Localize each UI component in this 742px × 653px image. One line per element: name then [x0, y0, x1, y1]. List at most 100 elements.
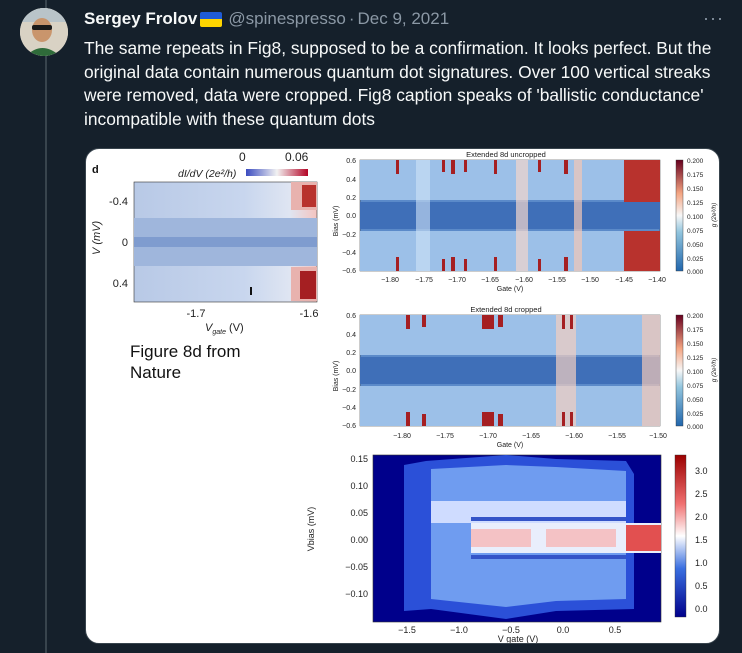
uncropped-colorbar — [675, 159, 684, 272]
separator-dot: · — [348, 9, 355, 28]
wide-cbar-tick: 0.5 — [695, 581, 708, 591]
avatar-image — [20, 8, 68, 56]
uncropped-cbar-tick: 0.025 — [687, 256, 704, 263]
cropped-xtick: −1.55 — [608, 433, 626, 440]
cropped-cbar-tick: 0.175 — [687, 327, 704, 334]
wide-colorbar — [674, 454, 687, 618]
wide-panel: Vbias (mV) 0.15 0.10 0.05 0.00 −0.05 −0.… — [306, 454, 708, 644]
cropped-colorbar — [675, 314, 684, 427]
cropped-xtick: −1.50 — [649, 433, 667, 440]
wide-xlabel: V gate (V) — [498, 634, 539, 644]
uncropped-xtick: −1.60 — [515, 277, 533, 284]
uncropped-cbar-tick: 0.100 — [687, 214, 704, 221]
cropped-cbar-tick: 0.050 — [687, 397, 704, 404]
uncropped-ytick: −0.2 — [342, 232, 356, 239]
cropped-xlabel: Gate (V) — [497, 442, 523, 449]
uncropped-xtick: −1.50 — [581, 277, 599, 284]
cropped-xtick: −1.80 — [393, 433, 411, 440]
cropped-ytick: −0.2 — [342, 387, 356, 394]
more-options-icon[interactable]: ··· — [703, 8, 724, 28]
wide-ytick: 0.15 — [350, 454, 368, 464]
wide-xtick: −0.5 — [502, 625, 520, 635]
uncropped-ytick: 0.6 — [346, 158, 356, 165]
nature-ytick: -0.4 — [109, 196, 128, 208]
wide-xtick: −1.0 — [450, 625, 468, 635]
wide-cbar-tick: 2.0 — [695, 512, 708, 522]
cropped-cbar-tick: 0.000 — [687, 424, 704, 431]
wide-xtick: 0.5 — [609, 625, 622, 635]
cropped-ylabel: Bias (mV) — [333, 361, 340, 392]
nature-xlabel-unit: (V) — [226, 322, 244, 334]
nature-xtick: -1.7 — [187, 308, 206, 320]
nature-cbar-min: 0 — [239, 150, 246, 164]
uncropped-ytick: −0.4 — [342, 250, 356, 257]
cropped-ytick: 0.6 — [346, 313, 356, 320]
tweet-media-image[interactable]: d 0 0.06 dI/dV (2e²/h) V (mV) -0.4 0 0.4… — [85, 148, 720, 644]
nature-ytick: 0 — [122, 237, 128, 249]
uncropped-cbar-tick: 0.000 — [687, 269, 704, 276]
cropped-xtick: −1.75 — [436, 433, 454, 440]
author-handle[interactable]: @spinespresso — [228, 9, 346, 28]
uncropped-ytick: −0.6 — [342, 268, 356, 275]
ukraine-flag-icon — [200, 11, 223, 27]
uncropped-xtick: −1.40 — [648, 277, 666, 284]
uncropped-title: Extended 8d uncropped — [466, 150, 546, 159]
nature-xlabel: V — [205, 322, 214, 334]
uncropped-xtick: −1.70 — [448, 277, 466, 284]
wide-ytick: −0.10 — [345, 589, 368, 599]
nature-ylabel: V (mV) — [91, 220, 103, 255]
uncropped-xtick: −1.80 — [381, 277, 399, 284]
cropped-cbar-tick: 0.125 — [687, 355, 704, 362]
nature-cbar-max: 0.06 — [285, 150, 309, 164]
cropped-cbar-tick: 0.200 — [687, 313, 704, 320]
uncropped-cbar-label: g (2e²/h) — [711, 203, 718, 228]
cropped-cbar-tick: 0.025 — [687, 411, 704, 418]
cropped-panel: Extended 8d cropped Bias (mV) 0.6 0.4 0.… — [333, 305, 718, 449]
wide-xtick: 0.0 — [557, 625, 570, 635]
uncropped-xtick: −1.55 — [548, 277, 566, 284]
wide-ylabel: Vbias (mV) — [306, 507, 316, 552]
cropped-ytick: −0.6 — [342, 423, 356, 430]
nature-panel: d 0 0.06 dI/dV (2e²/h) V (mV) -0.4 0 0.4… — [91, 150, 318, 336]
tweet-header: Sergey Frolov @spinespresso · Dec 9, 202… — [84, 8, 724, 30]
uncropped-cbar-tick: 0.125 — [687, 200, 704, 207]
uncropped-cbar-tick: 0.200 — [687, 158, 704, 165]
wide-xtick: −1.5 — [398, 625, 416, 635]
nature-xtick: -1.6 — [300, 308, 319, 320]
panel-letter: d — [92, 164, 99, 176]
uncropped-ytick: 0.4 — [346, 177, 356, 184]
wide-cbar-tick: 3.0 — [695, 466, 708, 476]
cropped-ytick: 0.4 — [346, 332, 356, 339]
cropped-cbar-tick: 0.075 — [687, 383, 704, 390]
nature-cbar-label: dI/dV (2e²/h) — [178, 168, 236, 180]
cropped-cbar-tick: 0.150 — [687, 341, 704, 348]
cropped-xtick: −1.65 — [522, 433, 540, 440]
uncropped-ytick: 0.0 — [346, 213, 356, 220]
nature-colorbar — [246, 169, 308, 176]
cropped-cbar-label: g (2e²/h) — [711, 358, 718, 383]
uncropped-ylabel: Bias (mV) — [333, 206, 340, 237]
cropped-cbar-tick: 0.100 — [687, 369, 704, 376]
wide-cbar-tick: 2.5 — [695, 489, 708, 499]
thread-line — [45, 0, 47, 653]
nature-xlabel-sub: gate — [212, 329, 226, 336]
wide-cbar-tick: 1.5 — [695, 535, 708, 545]
svg-text:Vgate (V): Vgate (V) — [205, 322, 244, 336]
wide-ytick: −0.05 — [345, 562, 368, 572]
uncropped-xtick: −1.45 — [615, 277, 633, 284]
avatar[interactable] — [20, 8, 68, 56]
cropped-xtick: −1.60 — [565, 433, 583, 440]
figure-caption: Figure 8d from Nature — [130, 342, 241, 382]
uncropped-cbar-tick: 0.150 — [687, 186, 704, 193]
wide-ytick: 0.05 — [350, 508, 368, 518]
wide-cbar-tick: 0.0 — [695, 604, 708, 614]
uncropped-cbar-tick: 0.175 — [687, 172, 704, 179]
tweet-date[interactable]: Dec 9, 2021 — [357, 9, 450, 28]
cropped-ytick: −0.4 — [342, 405, 356, 412]
figure-composite: d 0 0.06 dI/dV (2e²/h) V (mV) -0.4 0 0.4… — [91, 150, 718, 644]
uncropped-xtick: −1.75 — [415, 277, 433, 284]
cropped-ytick: 0.2 — [346, 350, 356, 357]
uncropped-cbar-tick: 0.075 — [687, 228, 704, 235]
author-name[interactable]: Sergey Frolov — [84, 9, 198, 28]
wide-ytick: 0.10 — [350, 481, 368, 491]
